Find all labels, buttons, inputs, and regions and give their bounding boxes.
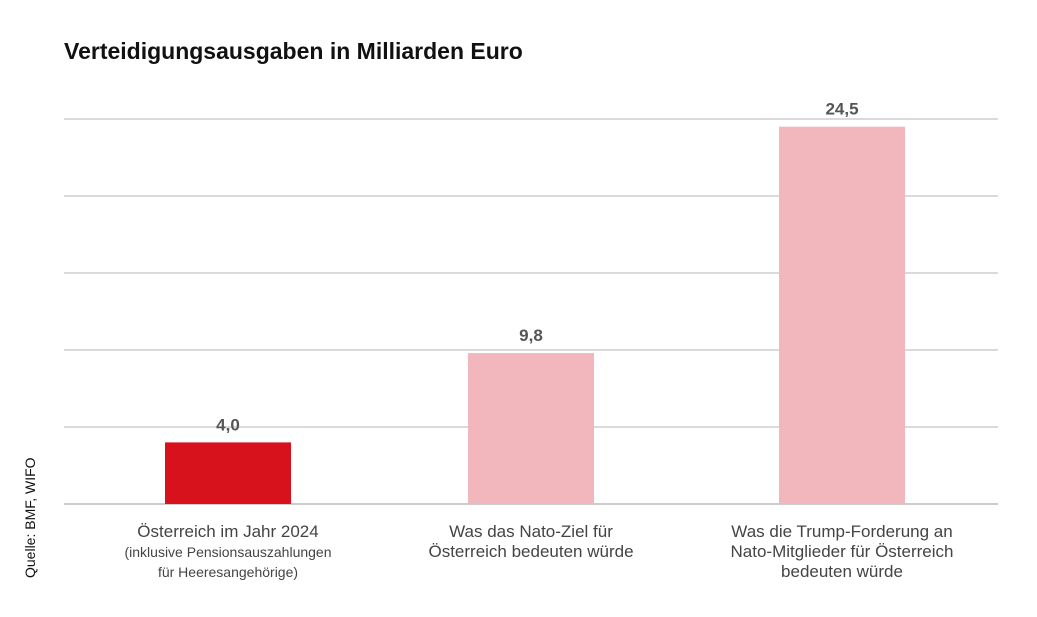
category-label: Was die Trump-Forderung an Nato-Mitglied… xyxy=(692,522,992,582)
bar xyxy=(468,353,594,504)
category-note: (inklusive Pensionsauszahlungen für Heer… xyxy=(124,544,332,580)
bar-value-label: 9,8 xyxy=(519,326,543,345)
bar-value-label: 24,5 xyxy=(825,100,858,119)
category-label: Österreich im Jahr 2024 (inklusive Pensio… xyxy=(78,522,378,582)
category-label-text: Was die Trump-Forderung an Nato-Mitglied… xyxy=(730,522,954,581)
bar xyxy=(165,442,291,504)
bar xyxy=(779,126,905,504)
category-label: Was das Nato-Ziel für Österreich bedeute… xyxy=(381,522,681,562)
chart-title: Verteidigungsausgaben in Milliarden Euro xyxy=(64,38,523,64)
category-label-text: Österreich im Jahr 2024 xyxy=(137,522,319,541)
bar-value-label: 4,0 xyxy=(216,415,240,434)
category-label-text: Was das Nato-Ziel für Österreich bedeute… xyxy=(428,522,634,561)
